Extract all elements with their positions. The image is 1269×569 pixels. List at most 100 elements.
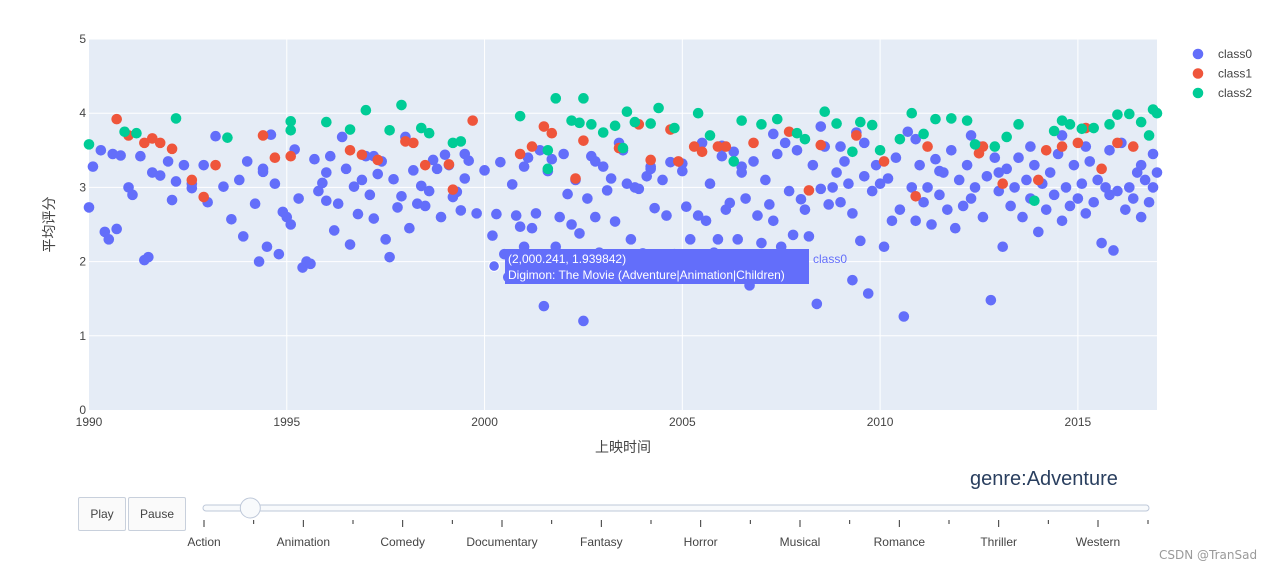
- point-class0[interactable]: [981, 170, 993, 182]
- point-class0[interactable]: [455, 205, 467, 216]
- point-class0[interactable]: [590, 156, 601, 167]
- point-class2[interactable]: [285, 116, 297, 127]
- point-class0[interactable]: [293, 193, 304, 204]
- point-class0[interactable]: [558, 148, 569, 160]
- point-class0[interactable]: [253, 256, 265, 267]
- point-class0[interactable]: [463, 155, 475, 166]
- point-class0[interactable]: [178, 159, 190, 171]
- point-class0[interactable]: [1088, 196, 1100, 208]
- point-class1[interactable]: [400, 136, 411, 147]
- point-class0[interactable]: [261, 241, 273, 253]
- point-class0[interactable]: [862, 288, 874, 299]
- point-class0[interactable]: [269, 178, 281, 189]
- point-class1[interactable]: [419, 159, 431, 171]
- point-class0[interactable]: [847, 274, 858, 286]
- point-class0[interactable]: [906, 182, 918, 193]
- point-class2[interactable]: [1088, 122, 1100, 134]
- point-class2[interactable]: [542, 163, 554, 175]
- point-class0[interactable]: [518, 161, 530, 172]
- point-class2[interactable]: [222, 132, 233, 143]
- point-class1[interactable]: [372, 154, 384, 166]
- point-class0[interactable]: [1108, 245, 1119, 256]
- point-class2[interactable]: [874, 145, 886, 156]
- slider-step-horror[interactable]: Horror: [684, 535, 718, 549]
- point-class0[interactable]: [847, 208, 858, 219]
- point-class1[interactable]: [878, 156, 890, 167]
- point-class2[interactable]: [704, 130, 716, 141]
- slider-step-musical[interactable]: Musical: [780, 535, 821, 549]
- point-class1[interactable]: [720, 141, 732, 152]
- point-class0[interactable]: [724, 197, 736, 209]
- point-class0[interactable]: [479, 165, 490, 176]
- point-class0[interactable]: [166, 194, 178, 206]
- point-class0[interactable]: [882, 173, 894, 184]
- point-class0[interactable]: [352, 208, 364, 220]
- point-class2[interactable]: [83, 139, 95, 150]
- point-class0[interactable]: [162, 156, 174, 167]
- point-class0[interactable]: [1080, 141, 1092, 152]
- point-class2[interactable]: [645, 118, 656, 129]
- point-class2[interactable]: [1104, 119, 1115, 130]
- point-class2[interactable]: [799, 133, 811, 145]
- point-class1[interactable]: [688, 141, 700, 152]
- point-class0[interactable]: [704, 178, 716, 189]
- point-class0[interactable]: [977, 211, 989, 223]
- point-class0[interactable]: [609, 216, 621, 227]
- point-class0[interactable]: [356, 174, 368, 186]
- point-class2[interactable]: [550, 93, 562, 104]
- point-class0[interactable]: [771, 148, 783, 160]
- point-class0[interactable]: [1147, 182, 1159, 193]
- point-class0[interactable]: [1139, 174, 1151, 186]
- point-class0[interactable]: [625, 234, 637, 245]
- point-class0[interactable]: [87, 161, 99, 172]
- point-class1[interactable]: [997, 178, 1009, 189]
- point-class1[interactable]: [154, 137, 166, 149]
- point-class0[interactable]: [435, 211, 447, 223]
- point-class0[interactable]: [779, 137, 791, 149]
- point-class0[interactable]: [234, 174, 245, 186]
- point-class0[interactable]: [886, 215, 898, 227]
- point-class2[interactable]: [946, 113, 957, 124]
- point-class2[interactable]: [866, 119, 878, 131]
- slider-step-action[interactable]: Action: [187, 535, 220, 549]
- point-class0[interactable]: [332, 198, 344, 210]
- point-class0[interactable]: [562, 188, 573, 200]
- point-class2[interactable]: [586, 119, 597, 130]
- point-class2[interactable]: [669, 122, 680, 134]
- point-class0[interactable]: [218, 181, 229, 192]
- point-class0[interactable]: [858, 137, 870, 149]
- point-class2[interactable]: [1143, 130, 1155, 141]
- point-class0[interactable]: [605, 173, 617, 184]
- point-class0[interactable]: [1096, 237, 1107, 249]
- point-class0[interactable]: [918, 196, 929, 208]
- point-class0[interactable]: [803, 231, 815, 242]
- point-class0[interactable]: [1001, 163, 1012, 175]
- point-class0[interactable]: [1076, 178, 1088, 189]
- point-class0[interactable]: [317, 177, 328, 189]
- point-class0[interactable]: [894, 204, 906, 215]
- point-class0[interactable]: [273, 248, 285, 260]
- point-class0[interactable]: [1112, 185, 1123, 197]
- point-class1[interactable]: [645, 154, 656, 166]
- point-class0[interactable]: [768, 215, 779, 227]
- point-class1[interactable]: [146, 133, 158, 144]
- point-class2[interactable]: [1151, 107, 1163, 119]
- point-class0[interactable]: [965, 130, 977, 141]
- point-class0[interactable]: [922, 182, 933, 193]
- slider-step-thriller[interactable]: Thriller: [980, 535, 1017, 549]
- point-class0[interactable]: [419, 200, 431, 212]
- point-class0[interactable]: [795, 193, 807, 205]
- point-class0[interactable]: [1068, 159, 1080, 171]
- point-class0[interactable]: [736, 161, 747, 172]
- point-class2[interactable]: [597, 127, 609, 138]
- point-class2[interactable]: [736, 115, 747, 126]
- point-class2[interactable]: [574, 117, 585, 129]
- point-class0[interactable]: [957, 200, 969, 212]
- point-class0[interactable]: [324, 150, 336, 162]
- point-class2[interactable]: [344, 124, 356, 135]
- point-class2[interactable]: [617, 142, 629, 154]
- point-class0[interactable]: [380, 234, 391, 245]
- point-class0[interactable]: [431, 163, 443, 175]
- point-class0[interactable]: [1021, 174, 1032, 186]
- point-class2[interactable]: [989, 141, 1001, 152]
